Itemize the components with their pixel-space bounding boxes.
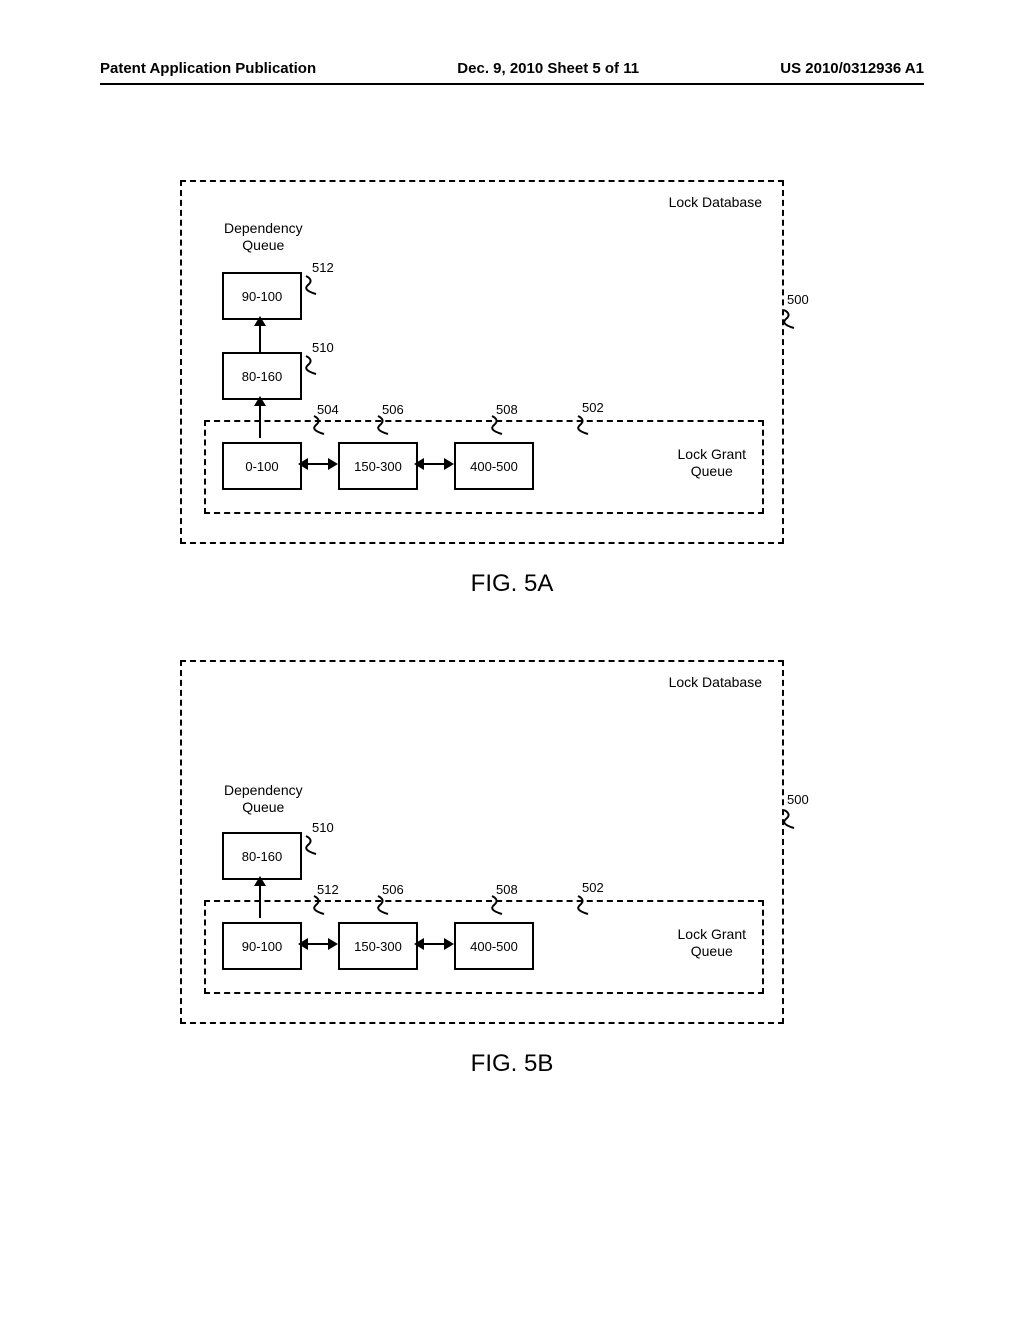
page: Patent Application Publication Dec. 9, 2…: [0, 0, 1024, 1320]
lock-database-label: Lock Database: [669, 674, 762, 691]
header-right: US 2010/0312936 A1: [780, 60, 924, 77]
lock-database-label: Lock Database: [669, 194, 762, 211]
header-mid: Dec. 9, 2010 Sheet 5 of 11: [457, 60, 639, 77]
double-arrow-icon: [414, 457, 454, 471]
diagram-5b: Lock Database 500 Dependency Queue 80-16…: [180, 660, 784, 1024]
lock-grant-queue-label: Lock Grant Queue: [678, 446, 746, 480]
node-510: 80-160: [222, 352, 302, 400]
squiggle-icon: [574, 894, 592, 916]
squiggle-icon: [488, 414, 506, 436]
squiggle-icon: [302, 354, 320, 376]
squiggle-icon: [310, 414, 328, 436]
squiggle-icon: [374, 414, 392, 436]
node-512: 90-100: [222, 272, 302, 320]
refnum-502: 502: [582, 400, 604, 415]
node-512: 90-100: [222, 922, 302, 970]
squiggle-icon: [574, 414, 592, 436]
header-left: Patent Application Publication: [100, 60, 316, 77]
double-arrow-icon: [414, 937, 454, 951]
refnum-500: 500: [787, 292, 809, 307]
node-510: 80-160: [222, 832, 302, 880]
refnum-510: 510: [312, 340, 334, 355]
dependency-queue-label: Dependency Queue: [224, 220, 303, 254]
squiggle-icon: [780, 808, 798, 830]
page-header: Patent Application Publication Dec. 9, 2…: [100, 60, 924, 85]
figure-5a-caption: FIG. 5A: [0, 570, 1024, 598]
refnum-502: 502: [582, 880, 604, 895]
arrow-up-icon: [254, 316, 266, 352]
refnum-512: 512: [312, 260, 334, 275]
double-arrow-icon: [298, 937, 338, 951]
node-504: 0-100: [222, 442, 302, 490]
node-506: 150-300: [338, 442, 418, 490]
figure-5b-caption: FIG. 5B: [0, 1050, 1024, 1078]
squiggle-icon: [780, 308, 798, 330]
squiggle-icon: [374, 894, 392, 916]
dependency-queue-label: Dependency Queue: [224, 782, 303, 816]
node-508: 400-500: [454, 922, 534, 970]
diagram-5a: Lock Database 500 Dependency Queue 90-10…: [180, 180, 784, 544]
refnum-510: 510: [312, 820, 334, 835]
squiggle-icon: [302, 834, 320, 856]
lock-grant-queue-label: Lock Grant Queue: [678, 926, 746, 960]
squiggle-icon: [310, 894, 328, 916]
squiggle-icon: [302, 274, 320, 296]
squiggle-icon: [488, 894, 506, 916]
refnum-500: 500: [787, 792, 809, 807]
node-508: 400-500: [454, 442, 534, 490]
double-arrow-icon: [298, 457, 338, 471]
node-506: 150-300: [338, 922, 418, 970]
